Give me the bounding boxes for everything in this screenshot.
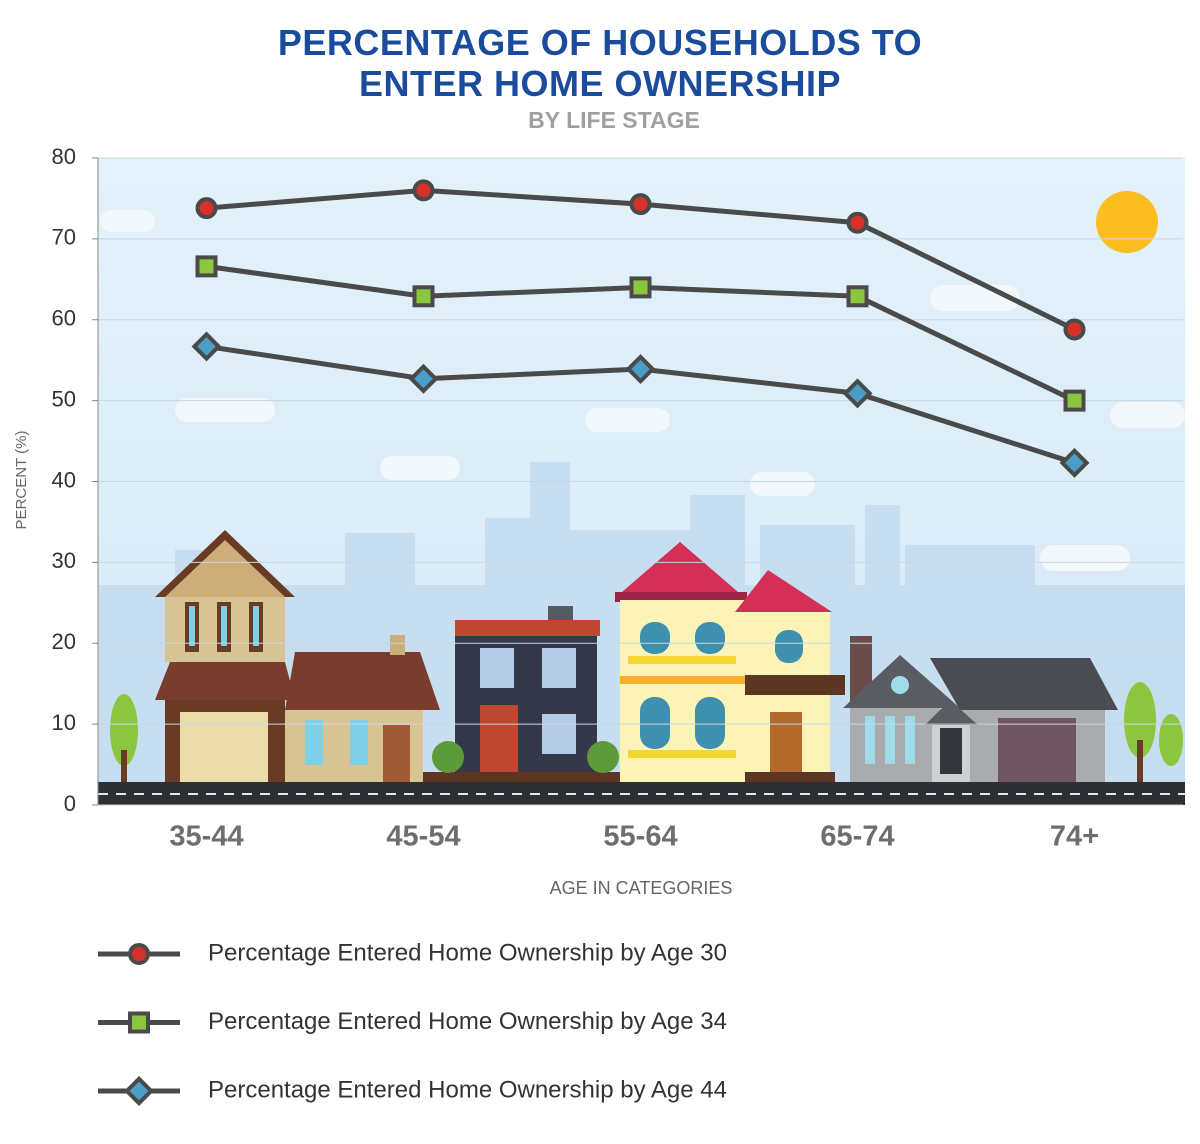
y-tick-label: 80 bbox=[52, 144, 76, 169]
y-tick-label: 10 bbox=[52, 710, 76, 735]
x-tick-label: 65-74 bbox=[820, 821, 894, 853]
y-tick-label: 60 bbox=[52, 306, 76, 331]
y-tick-label: 0 bbox=[64, 791, 76, 816]
data-point bbox=[625, 354, 656, 385]
data-point bbox=[195, 197, 218, 220]
data-point bbox=[842, 378, 873, 409]
data-point bbox=[412, 179, 435, 202]
legend-marker bbox=[128, 1011, 150, 1034]
x-tick-label: 35-44 bbox=[169, 821, 243, 853]
legend-label: Percentage Entered Home Ownership by Age… bbox=[208, 939, 727, 966]
y-tick-label: 40 bbox=[52, 467, 76, 492]
legend-marker bbox=[124, 1076, 154, 1106]
chart-title: PERCENTAGE OF HOUSEHOLDS TO ENTER HOME O… bbox=[277, 22, 923, 104]
background bbox=[98, 158, 1185, 805]
y-tick-label: 50 bbox=[52, 386, 76, 411]
data-point bbox=[846, 211, 869, 234]
data-point bbox=[1063, 389, 1086, 412]
data-point bbox=[191, 331, 222, 362]
data-point bbox=[846, 285, 869, 308]
data-point bbox=[629, 276, 652, 299]
x-tick-label: 74+ bbox=[1050, 821, 1099, 853]
legend-label: Percentage Entered Home Ownership by Age… bbox=[208, 1076, 727, 1103]
data-point bbox=[408, 363, 439, 394]
y-tick-label: 70 bbox=[52, 225, 76, 250]
data-point bbox=[1063, 318, 1086, 341]
x-tick-label: 55-64 bbox=[603, 821, 677, 853]
subtitle: BY LIFE STAGE bbox=[528, 107, 700, 133]
data-point bbox=[412, 285, 435, 308]
data-point bbox=[195, 255, 218, 278]
y-axis-label: PERCENT (%) bbox=[13, 431, 30, 530]
y-tick-label: 30 bbox=[52, 548, 76, 573]
legend-label: Percentage Entered Home Ownership by Age… bbox=[208, 1008, 727, 1035]
data-point bbox=[629, 193, 652, 216]
data-point bbox=[1059, 447, 1090, 478]
y-tick-label: 20 bbox=[52, 629, 76, 654]
legend-marker bbox=[128, 943, 150, 965]
x-axis-label: AGE IN CATEGORIES bbox=[550, 878, 733, 898]
x-tick-label: 45-54 bbox=[386, 821, 460, 853]
